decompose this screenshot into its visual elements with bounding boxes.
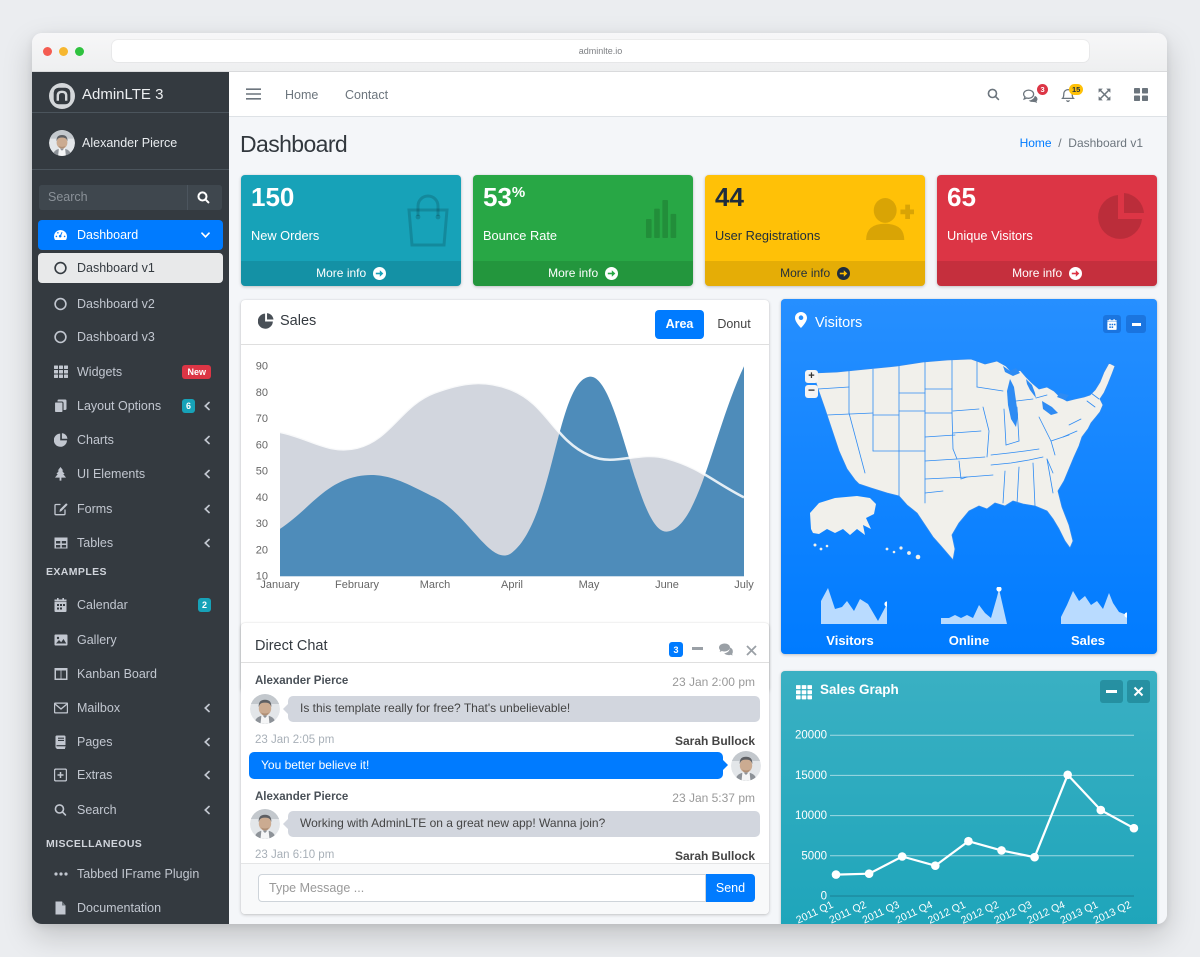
- svg-text:50: 50: [256, 466, 268, 478]
- svg-text:May: May: [579, 579, 600, 591]
- svg-text:80: 80: [256, 387, 268, 399]
- svg-text:60: 60: [256, 439, 268, 451]
- svg-text:20000: 20000: [795, 730, 827, 742]
- svg-text:March: March: [420, 579, 451, 591]
- svg-text:20: 20: [256, 544, 268, 556]
- svg-text:April: April: [501, 579, 523, 591]
- svg-text:June: June: [655, 579, 679, 591]
- svg-text:July: July: [734, 579, 754, 591]
- svg-text:70: 70: [256, 413, 268, 425]
- svg-text:15000: 15000: [795, 770, 827, 782]
- svg-text:February: February: [335, 579, 380, 591]
- svg-text:10: 10: [256, 571, 268, 583]
- svg-text:90: 90: [256, 361, 268, 373]
- svg-text:2013 Q2: 2013 Q2: [1092, 899, 1134, 924]
- svg-text:30: 30: [256, 518, 268, 530]
- svg-text:5000: 5000: [801, 850, 827, 862]
- svg-text:10000: 10000: [795, 810, 827, 822]
- svg-text:January: January: [260, 579, 300, 591]
- svg-text:0: 0: [821, 891, 827, 903]
- svg-text:40: 40: [256, 492, 268, 504]
